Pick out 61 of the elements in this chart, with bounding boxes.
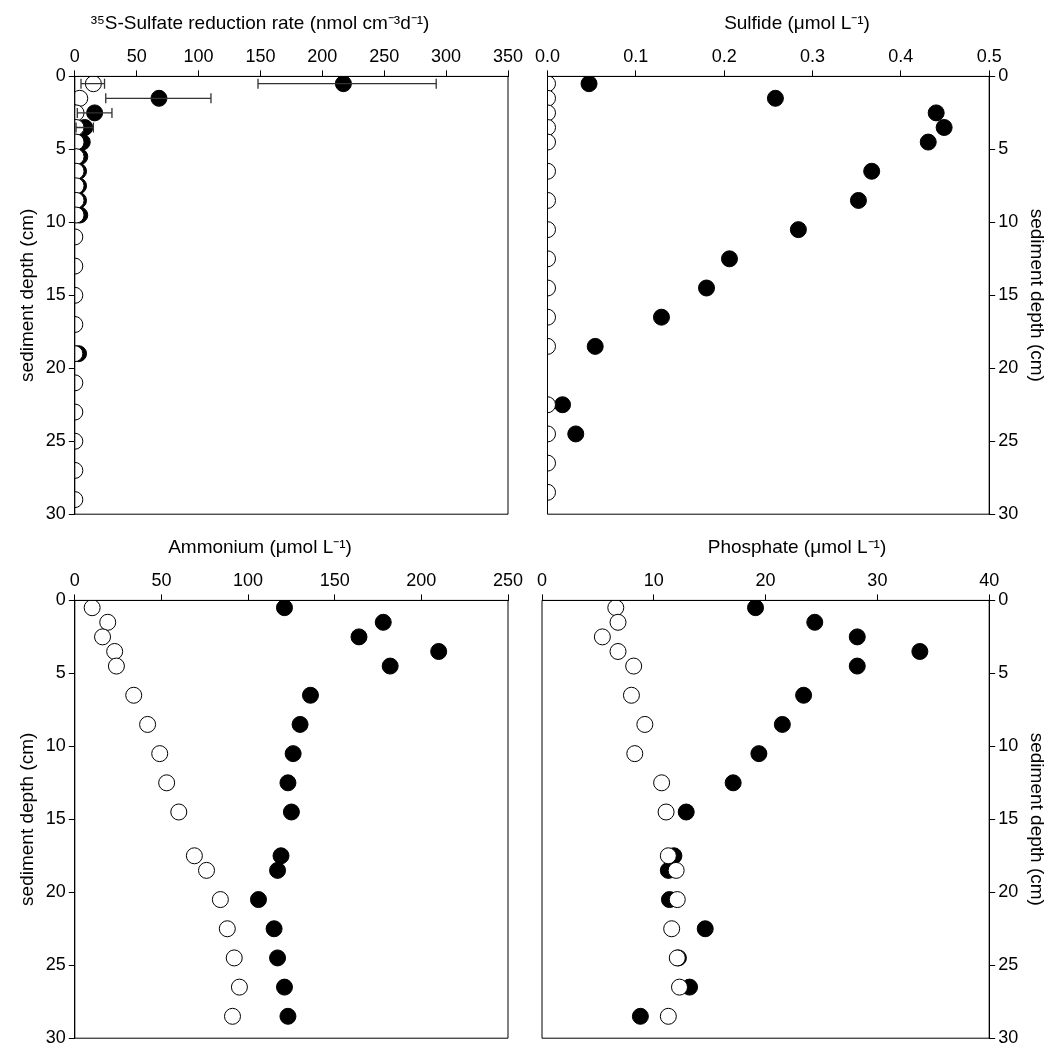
x-tick-label: 50 xyxy=(126,45,147,66)
x-tick-label: 0.4 xyxy=(888,45,914,66)
chart-title: Ammonium (μmol L⁻¹) xyxy=(168,535,352,557)
x-tick-label: 0 xyxy=(536,569,548,590)
x-tick-label: 30 xyxy=(867,569,888,590)
y-axis-title: sediment depth (cm) xyxy=(15,732,37,906)
x-tick-label: 10 xyxy=(643,569,664,590)
y-tick-label: 30 xyxy=(45,1027,66,1048)
x-tick-label: 0.1 xyxy=(623,45,649,66)
x-tick-label: 150 xyxy=(319,569,350,590)
y-tick-label: 5 xyxy=(55,138,66,159)
y-tick-label: 25 xyxy=(998,954,1019,975)
chart-title: ³⁵S-Sulfate reduction rate (nmol cm⁻³d⁻¹) xyxy=(90,11,430,33)
y-tick-label: 5 xyxy=(998,138,1009,159)
x-tick-label: 0 xyxy=(69,569,80,590)
y-tick-label: 25 xyxy=(998,430,1019,451)
chart-title: Phosphate (μmol L⁻¹) xyxy=(707,535,887,557)
x-tick-label: 40 xyxy=(979,569,1000,590)
x-tick-label: 20 xyxy=(755,569,776,590)
x-tick-label: 100 xyxy=(233,569,264,590)
x-tick-label: 100 xyxy=(183,45,214,66)
x-tick-label: 0.2 xyxy=(711,45,737,66)
x-tick-label: 0.5 xyxy=(976,45,1002,66)
y-tick-label: 25 xyxy=(45,954,66,975)
y-tick-label: 0 xyxy=(998,65,1009,86)
y-tick-label: 10 xyxy=(998,735,1019,756)
y-tick-label: 15 xyxy=(45,284,66,305)
y-tick-label: 30 xyxy=(45,503,66,524)
y-tick-label: 25 xyxy=(45,430,66,451)
y-tick-label: 15 xyxy=(998,808,1019,829)
y-tick-label: 10 xyxy=(45,211,66,232)
y-tick-label: 5 xyxy=(998,662,1009,683)
x-tick-label: 0 xyxy=(69,45,80,66)
y-tick-label: 20 xyxy=(998,881,1019,902)
y-tick-label: 20 xyxy=(45,357,66,378)
x-tick-label: 0.0 xyxy=(535,45,561,66)
y-tick-label: 20 xyxy=(45,881,66,902)
y-tick-label: 0 xyxy=(998,589,1009,610)
y-tick-label: 30 xyxy=(998,1027,1019,1048)
y-tick-label: 10 xyxy=(45,735,66,756)
y-tick-label: 0 xyxy=(55,65,66,86)
x-tick-label: 0.3 xyxy=(800,45,826,66)
x-tick-label: 200 xyxy=(307,45,338,66)
x-tick-label: 350 xyxy=(492,45,524,66)
y-axis-title: sediment depth (cm) xyxy=(15,208,37,382)
y-tick-label: 15 xyxy=(998,284,1019,305)
y-tick-label: 15 xyxy=(45,808,66,829)
y-tick-label: 0 xyxy=(55,589,66,610)
chart-title: Sulfide (μmol L⁻¹) xyxy=(724,11,870,33)
y-tick-label: 30 xyxy=(998,503,1019,524)
x-tick-label: 200 xyxy=(406,569,437,590)
x-tick-label: 300 xyxy=(431,45,462,66)
x-tick-label: 250 xyxy=(492,569,524,590)
y-tick-label: 5 xyxy=(55,662,66,683)
x-tick-label: 250 xyxy=(369,45,400,66)
x-tick-label: 150 xyxy=(245,45,276,66)
x-tick-label: 50 xyxy=(151,569,172,590)
y-tick-label: 20 xyxy=(998,357,1019,378)
y-tick-label: 10 xyxy=(998,211,1019,232)
y-axis-title: sediment depth (cm) xyxy=(1027,208,1049,382)
y-axis-title: sediment depth (cm) xyxy=(1027,732,1049,906)
